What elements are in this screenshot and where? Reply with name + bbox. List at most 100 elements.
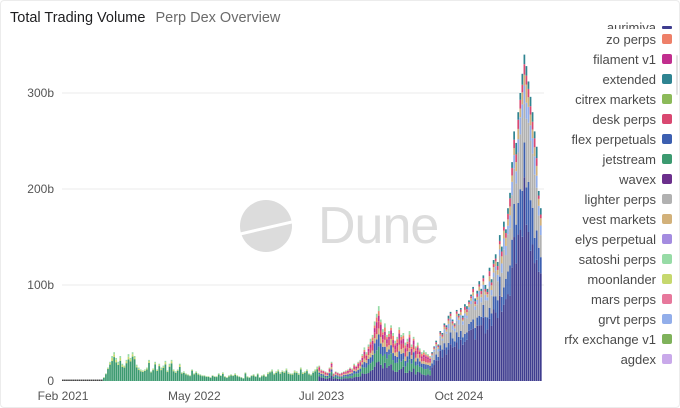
bar-stack[interactable] <box>170 359 173 381</box>
bar-stack[interactable] <box>64 379 66 381</box>
bar-stack[interactable] <box>466 306 468 381</box>
bar-stack[interactable] <box>193 373 195 381</box>
bar-stack[interactable] <box>500 246 503 381</box>
bar-stack[interactable] <box>277 369 280 381</box>
bar-stack[interactable] <box>121 363 124 381</box>
bar-stack[interactable] <box>271 369 273 381</box>
bar-stack[interactable] <box>363 347 366 381</box>
legend-item[interactable]: jetstream <box>522 149 672 169</box>
legend-item[interactable]: filament v1 <box>522 49 672 69</box>
bar-stack[interactable] <box>203 375 206 381</box>
bar-stack[interactable] <box>336 372 339 381</box>
bar-stack[interactable] <box>492 260 495 381</box>
bar-stack[interactable] <box>459 308 462 381</box>
legend-scrollbar[interactable] <box>676 55 678 95</box>
legend-item[interactable]: elys perpetual <box>522 229 672 249</box>
bar-stack[interactable] <box>158 363 161 381</box>
bar-stack[interactable] <box>392 333 394 381</box>
legend-item[interactable]: rfx exchange v1 <box>522 329 672 349</box>
bar-stack[interactable] <box>131 352 134 381</box>
bar-stack[interactable] <box>433 346 435 381</box>
bar-stack[interactable] <box>232 375 234 381</box>
bar-stack[interactable] <box>107 367 109 381</box>
bar-stack[interactable] <box>256 373 259 381</box>
bar-stack[interactable] <box>453 323 456 381</box>
bar-stack[interactable] <box>408 331 411 381</box>
legend[interactable]: aurimiya zo perps filament v1 extended citre… <box>522 19 672 389</box>
bar-stack[interactable] <box>425 352 427 381</box>
bar-stack[interactable] <box>503 221 505 381</box>
bar-stack[interactable] <box>472 286 474 381</box>
bar-stack[interactable] <box>349 367 351 381</box>
bar-stack[interactable] <box>345 370 347 381</box>
bar-stack[interactable] <box>468 300 470 381</box>
bar-stack[interactable] <box>74 379 77 381</box>
bar-stack[interactable] <box>517 112 520 381</box>
bar-stack[interactable] <box>455 309 458 381</box>
bar-stack[interactable] <box>464 304 466 381</box>
bar-stack[interactable] <box>447 315 450 381</box>
bar-stack[interactable] <box>281 370 284 381</box>
bar-stack[interactable] <box>162 365 165 381</box>
bar-stack[interactable] <box>361 354 364 381</box>
bar-stack[interactable] <box>137 367 140 381</box>
bar-stack[interactable] <box>199 374 202 381</box>
bar-stack[interactable] <box>535 146 538 381</box>
legend-item[interactable]: satoshi perps <box>522 249 672 269</box>
bar-stack[interactable] <box>398 327 401 381</box>
bar-stack[interactable] <box>263 374 265 381</box>
bar-stack[interactable] <box>308 373 310 381</box>
bar-stack[interactable] <box>439 331 442 381</box>
bar-stack[interactable] <box>135 364 138 381</box>
bar-stack[interactable] <box>377 306 380 381</box>
bar-stack[interactable] <box>213 376 216 381</box>
bar-stack[interactable] <box>384 323 386 381</box>
bar-stack[interactable] <box>62 379 64 381</box>
bar-stack[interactable] <box>513 131 515 381</box>
bar-stack[interactable] <box>84 379 87 381</box>
bar-stack[interactable] <box>189 375 191 381</box>
legend-item[interactable]: mars perps <box>522 289 672 309</box>
bar-stack[interactable] <box>310 374 312 381</box>
bar-stack[interactable] <box>279 372 282 381</box>
bar-stack[interactable] <box>525 66 528 381</box>
bar-stack[interactable] <box>172 369 175 381</box>
bar-stack[interactable] <box>197 373 200 381</box>
bar-stack[interactable] <box>248 377 251 381</box>
bar-stack[interactable] <box>373 321 376 381</box>
bar-stack[interactable] <box>129 357 132 381</box>
bar-stack[interactable] <box>423 350 425 381</box>
bar-stack[interactable] <box>215 376 218 381</box>
bar-stack[interactable] <box>269 371 271 381</box>
bar-stack[interactable] <box>219 375 222 381</box>
bar-stack[interactable] <box>334 371 337 381</box>
bar-stack[interactable] <box>250 375 253 381</box>
bar-stack[interactable] <box>406 338 409 381</box>
bar-stack[interactable] <box>478 281 481 381</box>
bar-stack[interactable] <box>146 367 148 381</box>
bar-stack[interactable] <box>244 372 247 381</box>
bar-stack[interactable] <box>496 261 499 381</box>
bar-stack[interactable] <box>390 325 392 381</box>
bar-stack[interactable] <box>224 376 226 381</box>
legend-item[interactable]: vest markets <box>522 209 672 229</box>
bar-stack[interactable] <box>68 379 70 381</box>
bar-stack[interactable] <box>482 275 485 381</box>
bar-stack[interactable] <box>152 368 154 381</box>
bar-stack[interactable] <box>511 162 513 381</box>
bar-stack[interactable] <box>507 208 509 381</box>
bar-stack[interactable] <box>523 54 526 381</box>
bar-stack[interactable] <box>125 359 128 381</box>
bar-stack[interactable] <box>412 336 415 381</box>
bar-stack[interactable] <box>180 372 183 381</box>
bar-stack[interactable] <box>78 379 81 381</box>
bar-stack[interactable] <box>302 372 304 381</box>
bar-stack[interactable] <box>201 375 204 381</box>
bar-stack[interactable] <box>367 344 370 381</box>
bar-stack[interactable] <box>357 361 360 381</box>
bar-stack[interactable] <box>191 369 193 381</box>
bar-stack[interactable] <box>289 373 292 381</box>
bar-stack[interactable] <box>183 371 185 381</box>
bar-stack[interactable] <box>355 365 358 381</box>
bar-stack[interactable] <box>386 334 388 381</box>
